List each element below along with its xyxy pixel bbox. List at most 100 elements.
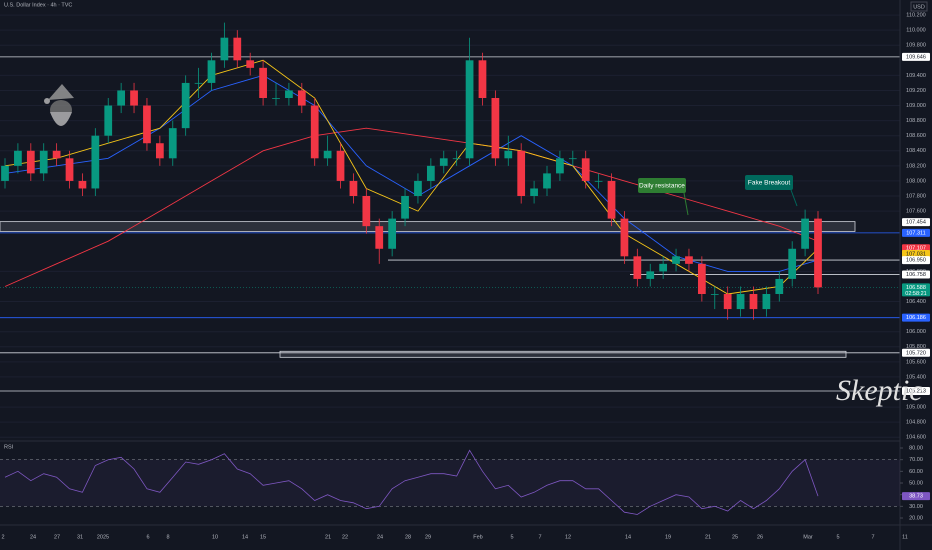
x-tick-label: 29 [425,534,431,540]
candle-body [362,196,371,227]
candle-body [310,105,319,159]
candles [1,22,822,320]
candle-body [272,98,280,99]
candle-body [426,165,435,181]
y-tick-label: 107.600 [906,209,926,215]
candle-body [91,135,100,189]
symbol-title: U.S. Dollar Index · 4h · TVC [4,2,72,8]
signature: Skeptic [836,374,923,407]
candle-body [39,150,48,174]
candle-body [775,278,784,294]
currency-box [910,1,928,12]
y-tick-label: 105.800 [906,344,926,350]
x-tick-label: 26 [757,534,763,540]
price-label: 105.720 [906,350,926,356]
candle-body [285,90,293,98]
candle-body [736,294,745,310]
candle-body [788,248,797,279]
price-label-box [902,249,930,258]
candle-body [1,165,9,181]
candle-body [52,150,61,159]
y-tick-label: 108.600 [906,133,926,139]
candle-body [246,60,255,68]
candle-body [685,256,693,264]
y-tick-label: 106.400 [906,299,926,305]
candle-body [349,180,358,196]
candle-body [814,218,822,288]
moving-average [4,127,819,287]
candle-body [439,158,448,166]
santa-icon [44,84,74,126]
candle-body [478,60,487,98]
levels [0,56,900,392]
x-tick-label: 25 [732,534,738,540]
price-label: 109.646 [906,54,926,60]
x-tick-label: 15 [260,534,266,540]
candle-body [452,158,461,160]
axis: 110.200 110.000 109.800 109.400 109.200 109.0… [1,13,930,540]
candle-body [723,294,732,310]
y-tick-label: 104.600 [906,435,926,441]
price-label-box [902,52,930,61]
annotation-text: Daily resistance [639,183,685,190]
price-label-box [902,313,930,322]
annotation-box [638,178,686,193]
zones [0,221,856,358]
last-price-box [902,283,930,297]
currency: USD [913,4,925,10]
candle-body [181,82,190,129]
rsi-value-box [902,492,930,501]
x-tick-label: 7 [871,534,874,540]
x-tick-label: 10 [212,534,218,540]
candle-body [556,158,564,174]
candle-body [465,60,474,159]
candle-body [336,150,345,181]
price-label: 107.031 [906,251,926,257]
price-label-box [902,218,930,227]
x-tick-label: 2025 [97,534,109,540]
last-price: 106.588 [906,285,926,291]
price-label-box [902,387,930,396]
candle-body [581,158,590,181]
candle-body [117,90,126,106]
candle-body [607,180,616,219]
x-tick-label: 24 [377,534,383,540]
candle-body [168,128,177,159]
price-label: 106.758 [906,272,926,278]
annotation-fake-breakout: Fake Breakout [745,175,798,207]
y-tick-label: 108.200 [906,163,926,169]
candle-body [568,158,577,160]
x-tick-label: 14 [625,534,631,540]
candle-body [297,90,306,106]
candle-body [697,263,706,294]
candle-body [504,150,513,159]
x-tick-label: 11 [902,534,908,540]
x-tick-label: 28 [405,534,411,540]
candle-body [388,218,397,249]
candle-body [155,143,164,159]
x-tick-label: 21 [325,534,331,540]
rsi-tick-label: 20.00 [909,515,923,521]
price-label-box [902,256,930,265]
candle-body [207,60,216,83]
rsi-band-fill [0,459,900,507]
candle-body [762,294,771,310]
candle-body [633,256,642,279]
x-tick-label: 14 [242,534,248,540]
annotation-text: Fake Breakout [748,180,790,187]
zone [0,221,856,232]
x-tick-label: 19 [665,534,671,540]
y-tick-label: 109.200 [906,88,926,94]
candle-body [594,180,603,182]
candle-body [143,105,151,144]
x-tick-label: 31 [77,534,83,540]
annotation-box [745,175,793,190]
y-tick-label: 104.800 [906,420,926,426]
x-tick-label: 5 [510,534,513,540]
candle-body [194,82,203,84]
price-label: 106.950 [906,258,926,264]
y-tick-label: 109.800 [906,43,926,49]
y-tick-label: 109.400 [906,73,926,79]
candle-body [130,90,138,106]
